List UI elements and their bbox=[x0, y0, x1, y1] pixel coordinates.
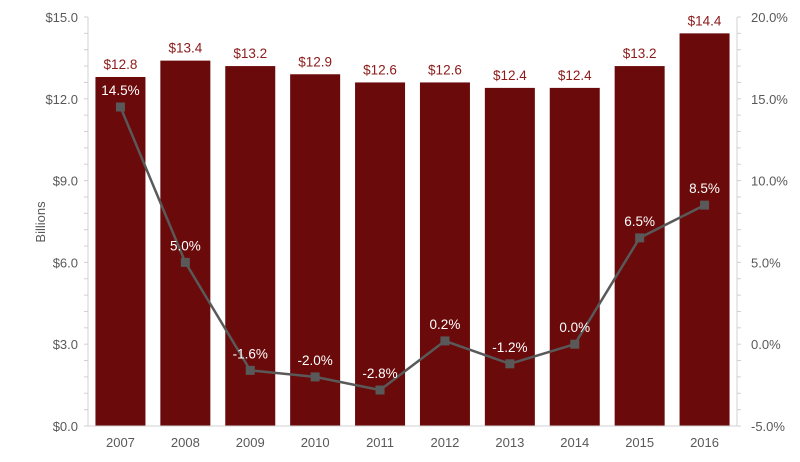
growth-marker-2010 bbox=[310, 372, 320, 382]
x-tick-2013: 2013 bbox=[495, 435, 524, 450]
bar-2008 bbox=[160, 60, 211, 426]
growth-label-2007: 14.5% bbox=[101, 83, 139, 98]
x-tick-2008: 2008 bbox=[171, 435, 200, 450]
x-tick-2009: 2009 bbox=[236, 435, 265, 450]
x-tick-2007: 2007 bbox=[106, 435, 135, 450]
x-tick-2015: 2015 bbox=[625, 435, 654, 450]
y2-tick-label: 15.0% bbox=[751, 92, 788, 107]
growth-marker-2012 bbox=[440, 336, 450, 346]
growth-label-2009: -1.6% bbox=[233, 346, 268, 361]
bar-2011 bbox=[355, 82, 406, 426]
bar-2012 bbox=[419, 82, 470, 426]
growth-marker-2009 bbox=[245, 365, 255, 375]
y2-tick-label: -5.0% bbox=[751, 419, 785, 434]
bar-2013 bbox=[484, 87, 535, 426]
growth-marker-2016 bbox=[700, 200, 710, 210]
growth-label-2013: -1.2% bbox=[492, 340, 527, 355]
y2-tick-label: 10.0% bbox=[751, 174, 788, 189]
growth-label-2011: -2.8% bbox=[362, 366, 397, 381]
growth-marker-2015 bbox=[635, 233, 645, 243]
y-tick-label: $12.0 bbox=[45, 92, 78, 107]
growth-marker-2011 bbox=[375, 385, 385, 395]
y-tick-label: $3.0 bbox=[53, 337, 78, 352]
y-axis-label: Billions bbox=[33, 201, 48, 243]
x-tick-2011: 2011 bbox=[366, 435, 394, 450]
bar-label-2007: $12.8 bbox=[104, 57, 138, 72]
x-tick-2014: 2014 bbox=[560, 435, 589, 450]
y2-tick-label: 20.0% bbox=[751, 10, 788, 25]
growth-marker-2013 bbox=[505, 359, 515, 369]
growth-marker-2014 bbox=[570, 339, 580, 349]
x-tick-2016: 2016 bbox=[690, 435, 719, 450]
x-tick-2010: 2010 bbox=[301, 435, 330, 450]
x-tick-2012: 2012 bbox=[430, 435, 459, 450]
growth-label-2015: 6.5% bbox=[624, 214, 655, 229]
y-tick-label: $9.0 bbox=[53, 174, 78, 189]
bar-2010 bbox=[290, 74, 341, 426]
y2-tick-label: 5.0% bbox=[751, 255, 781, 270]
y-tick-label: $15.0 bbox=[45, 10, 78, 25]
growth-label-2016: 8.5% bbox=[689, 181, 720, 196]
bar-label-2010: $12.9 bbox=[298, 54, 332, 69]
growth-line bbox=[119, 106, 706, 392]
growth-marker-2007 bbox=[115, 102, 125, 112]
bar-2016 bbox=[679, 33, 730, 427]
y-tick-label: $6.0 bbox=[53, 255, 78, 270]
bar-label-2014: $12.4 bbox=[558, 68, 592, 83]
bar-label-2012: $12.6 bbox=[428, 62, 462, 77]
growth-marker-2008 bbox=[180, 257, 190, 267]
bar-2015 bbox=[614, 66, 665, 426]
growth-label-2008: 5.0% bbox=[170, 238, 201, 253]
bar-label-2016: $14.4 bbox=[688, 13, 722, 28]
growth-label-2014: 0.0% bbox=[559, 320, 590, 335]
bar-label-2008: $13.4 bbox=[168, 41, 202, 56]
bar-2007 bbox=[95, 76, 146, 426]
bar-label-2013: $12.4 bbox=[493, 68, 527, 83]
bar-label-2011: $12.6 bbox=[363, 62, 397, 77]
growth-label-2010: -2.0% bbox=[298, 353, 333, 368]
bar-label-2009: $13.2 bbox=[233, 46, 267, 61]
y-tick-label: $0.0 bbox=[53, 419, 78, 434]
growth-label-2012: 0.2% bbox=[430, 317, 461, 332]
bar-label-2015: $13.2 bbox=[623, 46, 657, 61]
bar-2014 bbox=[549, 87, 600, 426]
y2-tick-label: 0.0% bbox=[751, 337, 781, 352]
